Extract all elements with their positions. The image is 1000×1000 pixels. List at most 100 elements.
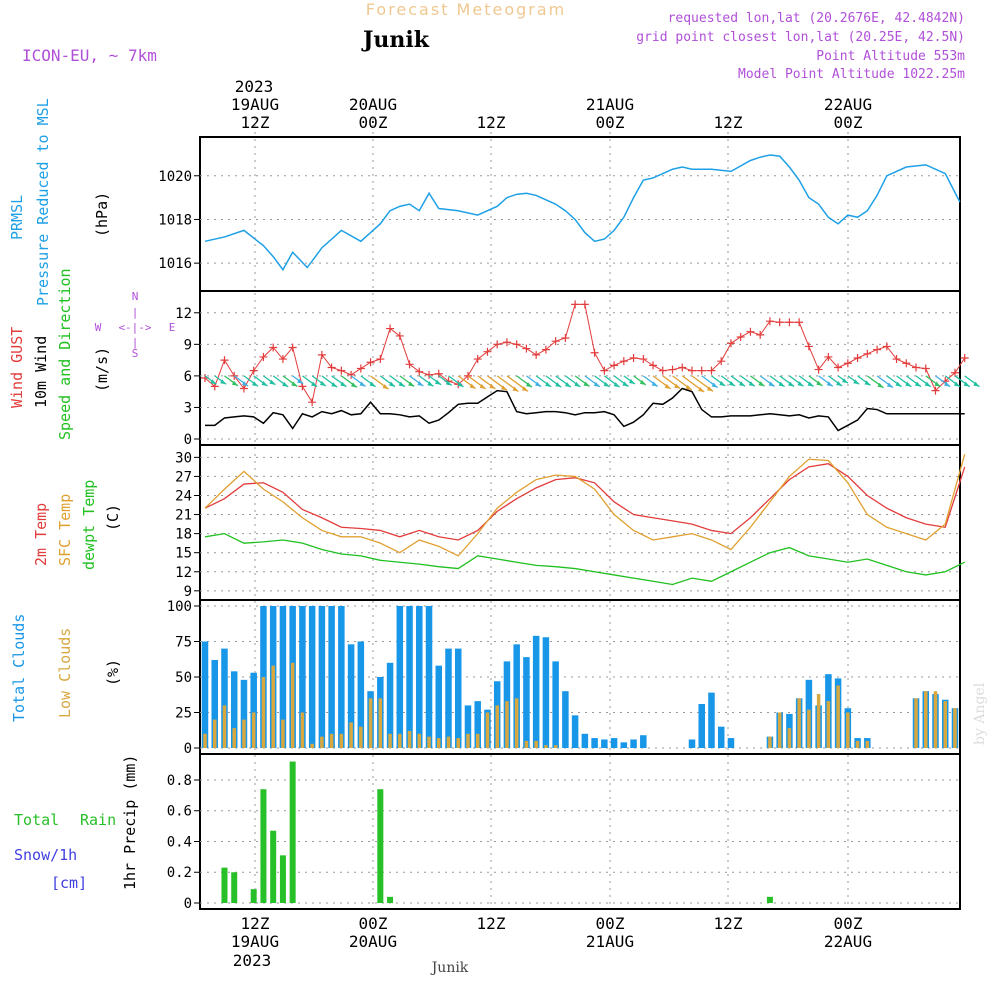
model-altitude: Model Point Altitude 1022.25m (738, 67, 965, 82)
wind-arrow-head (417, 381, 424, 387)
wind-arrow-head (826, 381, 833, 387)
y-tick-label: 75 (175, 635, 192, 651)
svg-text:S: S (132, 347, 139, 360)
total-clouds-bar (571, 715, 579, 748)
total-clouds-bar (610, 738, 618, 748)
y-tick-label: 6 (184, 369, 192, 385)
wind-arrow-head (282, 381, 289, 387)
low-clouds-bar (505, 701, 509, 748)
svg-text:|: | (132, 306, 139, 319)
gust-point (678, 363, 687, 372)
low-clouds-bar (261, 677, 266, 748)
gust-point (873, 345, 882, 354)
total-clouds-bar (211, 659, 218, 748)
rain-label-total: Total (14, 811, 59, 829)
wind-arrow-head (574, 381, 581, 387)
low-clouds-bar (924, 691, 928, 748)
y-tick-label: 0.6 (167, 804, 192, 820)
wind-arrow-head (953, 381, 960, 387)
total-clouds-bar (688, 739, 696, 748)
low-clouds-bar (242, 719, 246, 748)
bottom-hour-label: 12Z (241, 914, 270, 933)
top-date-label: 19AUG (231, 95, 279, 114)
gust-point (571, 300, 580, 309)
gust-point (717, 357, 726, 366)
y-tick-label: 12 (175, 306, 192, 322)
total-clouds-bar (640, 735, 647, 748)
y-tick-label: 27 (175, 469, 192, 485)
gust-point (960, 354, 969, 363)
wind-speed-dir-label: Speed and Direction (56, 268, 74, 440)
wind-arrow-head (261, 381, 268, 387)
top-hour-label: 00Z (834, 113, 863, 132)
gust-point (473, 355, 482, 364)
total-clouds-bar (328, 606, 335, 748)
gust-point (688, 366, 696, 375)
y-tick-label: 9 (184, 337, 192, 353)
wind-arrow-head (739, 381, 746, 387)
y-tick-label: 0 (184, 741, 192, 757)
gust-point (337, 366, 346, 375)
wind-arrow-head (816, 380, 823, 386)
gust-point (931, 386, 940, 395)
temp-unit: (C) (104, 504, 122, 531)
y-tick-label: 9 (184, 584, 192, 600)
wind-arrow-head (719, 381, 726, 387)
y-tick-label: 15 (175, 546, 192, 562)
low-clouds-bar (300, 712, 305, 748)
gust-point (580, 300, 589, 309)
grid-lines (200, 118, 960, 909)
wind-arrow-head (535, 381, 542, 387)
wind-arrow-head (914, 381, 921, 387)
gust-point (512, 340, 521, 349)
y-tick-label: 3 (184, 400, 192, 416)
rain-label-rain: Rain (80, 811, 116, 829)
wind-arrow-head (359, 381, 366, 387)
wind-arrow-head (603, 381, 610, 387)
y-tick-label: 1020 (158, 169, 192, 185)
total-clouds-bar (221, 648, 228, 748)
wind-speed-line (205, 387, 965, 432)
total-clouds-bar (435, 665, 443, 748)
gust-point (288, 343, 297, 352)
gust-label: Wind GUST (8, 327, 26, 408)
gust-point (824, 352, 833, 361)
low-clouds-bar (203, 733, 207, 748)
top-date-label: 21AUG (586, 95, 634, 114)
total-clouds-bar (523, 657, 530, 748)
total-clouds-bar (230, 671, 238, 748)
gust-point (532, 350, 541, 359)
wind-arrow-head (924, 381, 931, 387)
gust-point (639, 355, 648, 364)
low-clouds-bar (534, 740, 538, 748)
low-clouds-bar (933, 691, 938, 748)
top-year-label: 2023 (235, 77, 274, 96)
dewpt-label: dewpt Temp (80, 480, 98, 570)
low-clouds-bar (807, 709, 811, 748)
total-clouds-bar (318, 606, 326, 748)
gust-point (327, 363, 336, 372)
cloud-labels: Total Clouds Low Clouds (%) (10, 614, 122, 722)
low-clouds-bar (826, 701, 831, 748)
total-clouds-bar (542, 637, 550, 748)
low-clouds-bar (349, 722, 353, 748)
total-clouds-bar (620, 742, 628, 748)
location-title: Junik (361, 27, 430, 53)
wind-arrow-head (521, 386, 528, 392)
bottom-date-label: 20AUG (349, 932, 397, 951)
wind-label: 10m Wind (32, 336, 50, 408)
low-clouds-bar (797, 698, 801, 748)
gust-point (658, 366, 667, 375)
bottom-hour-label: 12Z (477, 914, 506, 933)
bottom-hour-label: 12Z (714, 914, 743, 933)
gust-point (610, 361, 619, 370)
pressure-label-2: Pressure Reduced to MSL (34, 98, 52, 306)
gust-point (493, 340, 502, 349)
low-clouds-bar (475, 733, 480, 748)
total-clouds-bar (474, 701, 481, 748)
wind-arrow-head (489, 383, 496, 389)
low-clouds-bar (427, 736, 431, 748)
wind-arrow-head (934, 381, 941, 387)
